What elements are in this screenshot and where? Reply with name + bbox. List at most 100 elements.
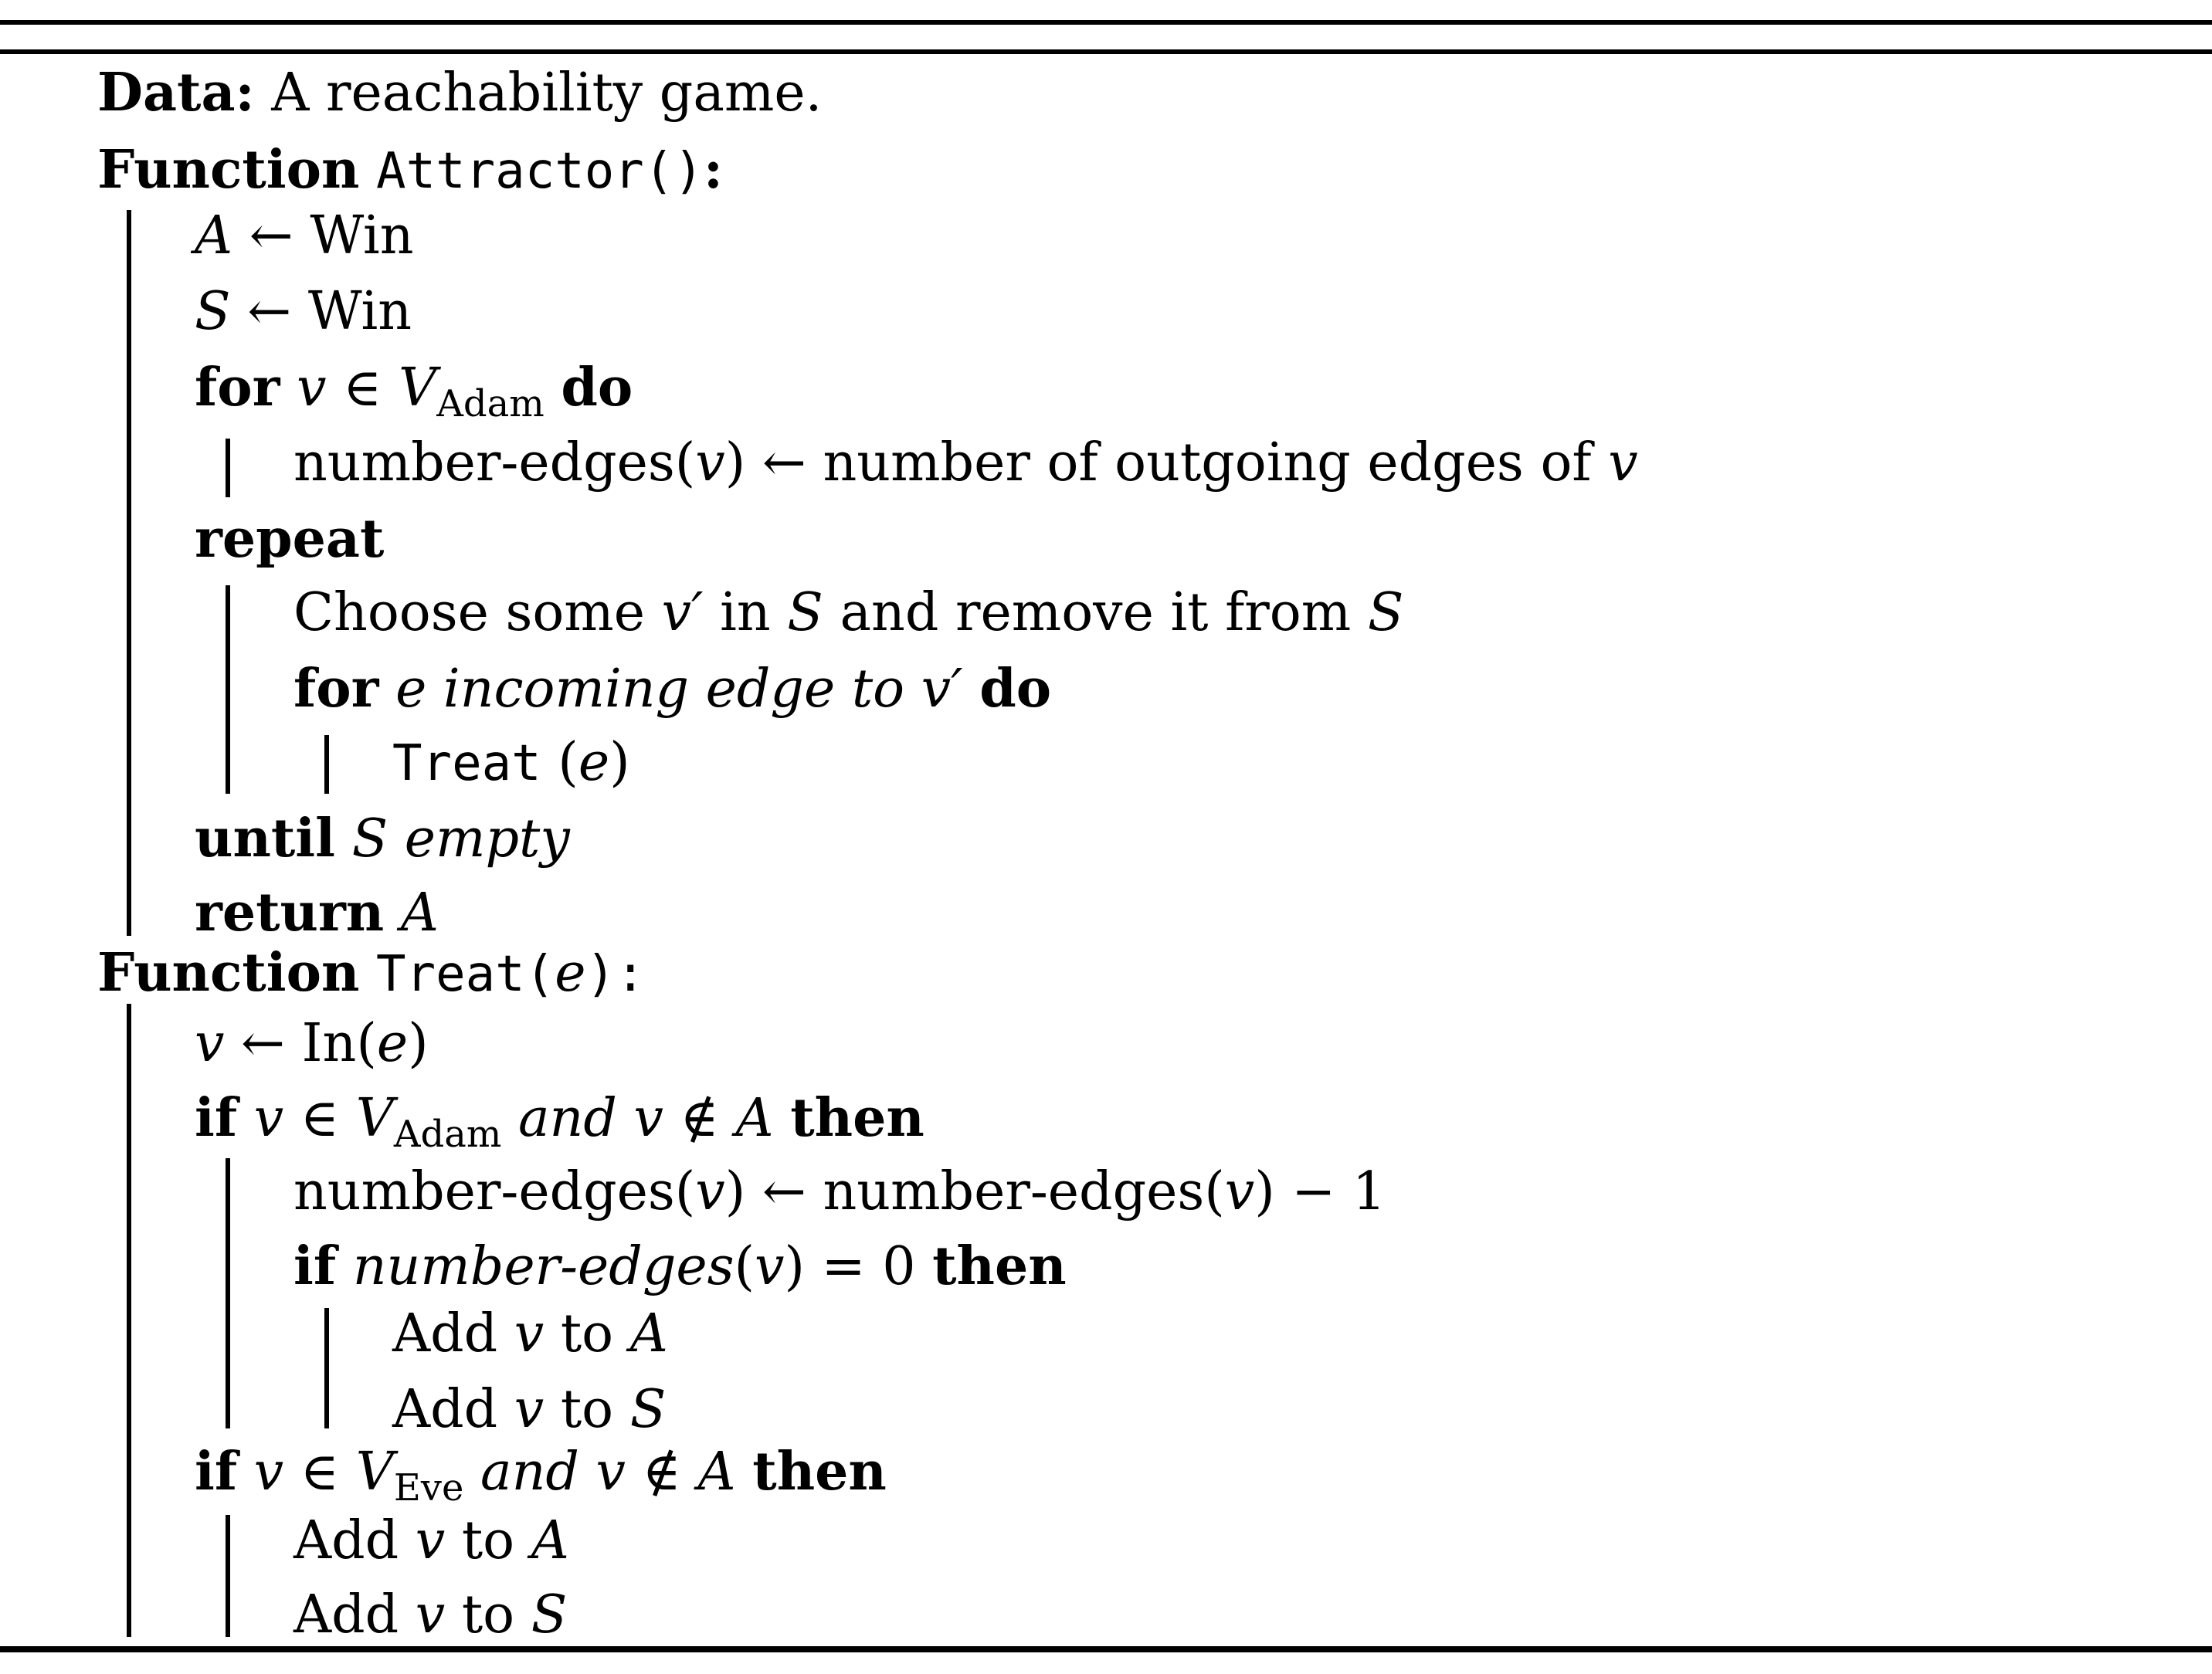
var-a: A: [697, 1442, 736, 1503]
var-v: v: [514, 1379, 545, 1440]
var-v: v: [695, 432, 725, 493]
var-s: S: [195, 281, 231, 342]
function-keyword: Function: [97, 942, 360, 1004]
add-v-to-s-2: Add v to S: [293, 1589, 567, 1642]
minus-symbol: −: [1291, 1161, 1336, 1222]
outgoing-text: number of outgoing edges of: [823, 432, 1592, 493]
var-v: v: [253, 1088, 284, 1149]
for1-block-bar: [226, 439, 230, 497]
if2-block-bar: [324, 1308, 329, 1428]
until-line: until S empty: [195, 812, 570, 866]
add-v-to-s-1: Add v to S: [392, 1384, 666, 1436]
for-adam-loop: for v ∈ VAdam do: [195, 358, 633, 422]
do-keyword: do: [561, 357, 633, 418]
var-v: v: [297, 358, 327, 418]
function-name: Attractor(): [376, 143, 704, 200]
choose-text: Choose some: [293, 582, 646, 643]
if3-block-bar: [226, 1515, 230, 1637]
and-text: and: [480, 1442, 579, 1503]
treat-name: Treat: [392, 735, 541, 792]
in-symbol: ∈: [300, 1442, 340, 1503]
arrow: ←: [241, 1013, 286, 1074]
paren-close: ): [609, 732, 630, 793]
var-v: v: [695, 1161, 725, 1222]
var-a: A: [629, 1303, 668, 1364]
top-rule-outer: [0, 20, 2212, 25]
subscript-eve: Eve: [393, 1466, 464, 1510]
for-condition: e incoming edge to: [395, 659, 905, 720]
var-s: S: [1367, 582, 1404, 643]
bottom-rule: [0, 1646, 2212, 1652]
set-v: V: [399, 358, 437, 418]
assign-a-win: A ← Win: [195, 210, 414, 263]
data-label: Data:: [97, 62, 255, 124]
paren-colon: ):: [585, 946, 646, 1003]
var-v-prime: v′: [921, 659, 963, 720]
function-treat-header: Function Treat(e):: [97, 947, 646, 1000]
var-v: v: [415, 1510, 446, 1571]
set-v: V: [355, 1442, 394, 1503]
remove-text: and remove it from: [840, 582, 1352, 643]
function-name: Treat(: [376, 946, 555, 1003]
repeat-block-bar: [226, 585, 230, 794]
add-v-to-a-2: Add v to A: [293, 1515, 569, 1567]
paren-open: (: [558, 732, 578, 793]
number-edges-init: number-edges(v) ← number of outgoing edg…: [293, 437, 1638, 490]
paren-close: ): [1254, 1161, 1275, 1222]
paren-close: ): [724, 1161, 746, 1222]
arrow: ←: [762, 432, 806, 493]
assign-s-win: S ← Win: [195, 286, 412, 338]
arrow: ←: [762, 1161, 806, 1222]
var-s: S: [787, 582, 823, 643]
if-keyword: if: [195, 1087, 238, 1149]
add-text: Add: [392, 1379, 498, 1440]
treat-call: Treat (e): [392, 737, 630, 789]
paren-close: ): [784, 1236, 805, 1297]
assign-v-in: v ← In(e): [195, 1018, 429, 1070]
and-text: and: [518, 1088, 617, 1149]
then-keyword: then: [790, 1087, 924, 1149]
subscript-adam: Adam: [393, 1113, 502, 1156]
treat-block-bar: [127, 1004, 131, 1637]
decrement-line: number-edges(v) ← number-edges(v) − 1: [293, 1166, 1386, 1218]
number-edges-cond: number-edges: [352, 1236, 735, 1297]
arrow: ←: [247, 281, 292, 342]
colon: :: [703, 139, 723, 201]
if-keyword: if: [293, 1235, 337, 1297]
arrow: ←: [249, 205, 293, 266]
for2-block-bar: [324, 735, 329, 794]
data-line: Data: A reachability game.: [97, 66, 822, 120]
var-s: S: [351, 808, 388, 869]
var-v: v: [1608, 432, 1638, 493]
for-keyword: for: [293, 658, 379, 720]
var-v-prime: v′: [661, 582, 704, 643]
for-keyword: for: [195, 357, 280, 418]
then-keyword: then: [752, 1441, 887, 1503]
in-text: in: [720, 582, 771, 643]
in-func: In(: [301, 1013, 377, 1074]
empty-text: empty: [404, 808, 570, 869]
paren-close: ): [724, 432, 746, 493]
var-a: A: [195, 205, 233, 266]
number-edges-label: number-edges(: [293, 1161, 696, 1222]
choose-line: Choose some v′ in S and remove it from S: [293, 587, 1403, 639]
subscript-adam: Adam: [436, 382, 545, 425]
win: Win: [307, 281, 412, 342]
function-keyword: Function: [97, 139, 360, 201]
function-attractor-header: Function Attractor():: [97, 144, 723, 197]
var-e: e: [578, 732, 610, 793]
win: Win: [310, 205, 414, 266]
if-adam: if v ∈ VAdam and v ∉ A then: [195, 1092, 924, 1153]
number-edges-label: number-edges(: [293, 432, 696, 493]
repeat-keyword: repeat: [195, 508, 385, 570]
repeat-line: repeat: [195, 513, 384, 566]
var-v: v: [253, 1442, 284, 1503]
notin-symbol: ∉: [642, 1442, 681, 1503]
var-a: A: [531, 1510, 569, 1571]
in-symbol: ∈: [343, 358, 382, 418]
if1-block-bar: [226, 1158, 230, 1428]
data-text: A reachability game.: [271, 63, 823, 124]
do-keyword: do: [979, 658, 1052, 720]
var-s: S: [629, 1379, 667, 1440]
